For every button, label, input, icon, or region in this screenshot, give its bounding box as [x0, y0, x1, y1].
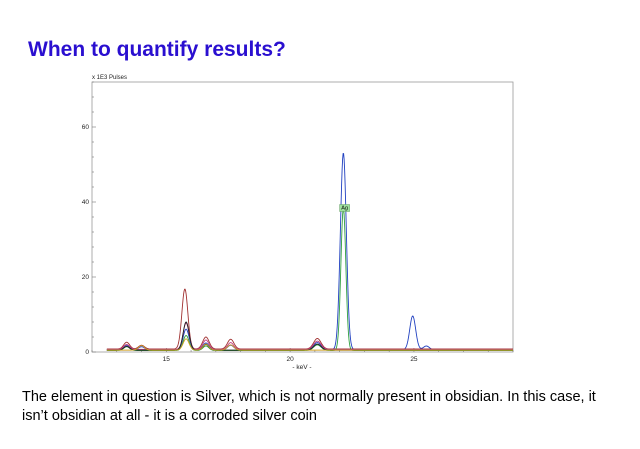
y-tick-label: 60 [82, 124, 90, 131]
caption-text: The element in question is Silver, which… [22, 389, 596, 424]
spectrum-svg: x 1E3 Pulses - keV - 0 20 40 60 15 20 25 Ag [82, 75, 514, 371]
axes: 0 20 40 60 15 20 25 [82, 81, 514, 363]
y-tick-label: 20 [82, 274, 90, 281]
annotation-box [339, 204, 350, 212]
series-line-6 [106, 338, 513, 351]
annotation-group: Ag [339, 204, 350, 212]
annotation-label: Ag [339, 204, 350, 212]
x-axis-label: - keV - [292, 364, 311, 371]
y-axis-label: x 1E3 Pulses [92, 75, 127, 81]
spectrum-chart: x 1E3 Pulses - keV - 0 20 40 60 15 20 25 Ag [80, 72, 520, 372]
slide-title: When to quantify results? [28, 38, 286, 61]
y-tick-label: 40 [82, 199, 90, 206]
series-group [106, 153, 513, 351]
series-line-4 [106, 322, 513, 350]
plot-frame [91, 81, 514, 353]
annotation-text: Ag [341, 206, 348, 212]
y-tick-label: 0 [85, 349, 89, 356]
x-tick-label: 25 [410, 356, 418, 363]
x-tick-label: 15 [163, 356, 171, 363]
x-tick-label: 20 [287, 356, 295, 363]
